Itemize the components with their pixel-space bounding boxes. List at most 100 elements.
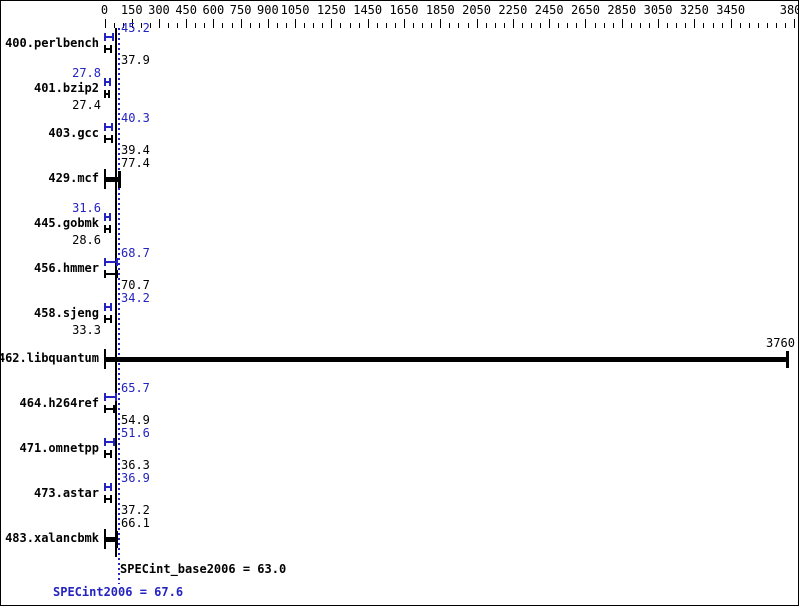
peak-value-label: 65.7 [121, 381, 150, 395]
axis-minor-tick [531, 23, 533, 28]
peak-bar [105, 486, 112, 488]
axis-minor-tick [276, 23, 278, 28]
peak-bar-end-cap [115, 393, 118, 401]
axis-minor-tick [612, 23, 614, 28]
axis-minor-tick [458, 23, 460, 28]
axis-minor-tick [540, 23, 542, 28]
axis-minor-tick [576, 23, 578, 28]
axis-major-tick [186, 19, 188, 28]
axis-tick-label: 2650 [571, 3, 600, 17]
merged-bar [105, 357, 787, 362]
benchmark-label: 401.bzip2 [33, 81, 99, 95]
benchmark-label: 458.sjeng [33, 306, 99, 320]
axis-minor-tick [639, 23, 641, 28]
axis-tick-label: 1650 [389, 3, 419, 17]
benchmark-label: 456.hmmer [33, 261, 99, 275]
axis-minor-tick [385, 23, 387, 28]
axis-minor-tick [785, 23, 787, 28]
axis-major-tick [267, 19, 269, 28]
peak-value-label: 34.2 [121, 291, 150, 305]
axis-tick-label: 600 [202, 3, 225, 17]
axis-major-tick [158, 19, 160, 28]
benchmark-label: 471.omnetpp [19, 441, 99, 455]
peak-value-label: 68.7 [121, 246, 150, 260]
base-value-label: 54.9 [121, 413, 150, 427]
base-bar-end-cap [110, 45, 113, 53]
benchmark-label: 464.h264ref [19, 396, 99, 410]
peak-value-label: 40.3 [121, 111, 150, 125]
axis-major-tick [476, 19, 478, 28]
base-value-label: 36.3 [121, 458, 150, 472]
axis-tick-label: 3450 [716, 3, 746, 17]
peak-value-label: 45.2 [121, 21, 150, 35]
axis-minor-tick [304, 23, 306, 28]
axis-minor-tick [113, 23, 115, 28]
peak-bar [105, 396, 117, 398]
base-bar [105, 318, 111, 320]
peak-bar [105, 126, 112, 128]
merged-value-label: 3760 [766, 336, 795, 350]
axis-minor-tick [449, 23, 451, 28]
axis-major-tick [794, 19, 796, 28]
base-bar-end-cap [108, 90, 111, 98]
axis-minor-tick [122, 23, 124, 28]
axis-major-tick [621, 19, 623, 28]
base-mean-line [115, 28, 117, 557]
base-value-label: 37.2 [121, 503, 150, 517]
axis-minor-tick [503, 23, 505, 28]
bar-end-cap [115, 531, 119, 548]
axis-minor-tick [494, 23, 496, 28]
base-bar-end-cap [113, 405, 116, 413]
peak-value-label: 51.6 [121, 426, 150, 440]
axis-minor-tick [703, 23, 705, 28]
axis-major-tick [213, 19, 215, 28]
axis-tick-label: 450 [175, 3, 198, 17]
base-value-label: 39.4 [121, 143, 150, 157]
base-bar [105, 93, 110, 95]
axis-minor-tick [413, 23, 415, 28]
benchmark-label: 403.gcc [48, 126, 99, 140]
axis-major-tick [104, 19, 106, 28]
axis-minor-tick [394, 23, 396, 28]
axis-major-tick [694, 19, 696, 28]
axis-minor-tick [140, 23, 142, 28]
axis-major-tick [131, 19, 133, 28]
base-value-label: 33.3 [72, 323, 101, 337]
peak-bar [105, 81, 110, 83]
axis-tick-label: 1050 [280, 3, 310, 17]
axis-major-tick [658, 19, 660, 28]
peak-mean-line [118, 28, 120, 584]
footer-base-score: SPECint_base2006 = 63.0 [120, 562, 287, 576]
axis-minor-tick [222, 23, 224, 28]
merged-bar [105, 177, 119, 182]
axis-minor-tick [630, 23, 632, 28]
axis-minor-tick [177, 23, 179, 28]
axis-minor-tick [776, 23, 778, 28]
axis-minor-tick [558, 23, 560, 28]
axis-major-tick [240, 19, 242, 28]
axis-tick-label: 3800 [779, 3, 798, 17]
peak-bar-end-cap [109, 303, 112, 311]
axis-minor-tick [340, 23, 342, 28]
benchmark-label: 400.perlbench [5, 36, 99, 50]
axis-major-tick [331, 19, 333, 28]
axis-tick-label: 150 [120, 3, 143, 17]
peak-bar-end-cap [110, 483, 113, 491]
axis-tick-label: 1450 [353, 3, 383, 17]
axis-major-tick [367, 19, 369, 28]
axis-minor-tick [748, 23, 750, 28]
axis-major-tick [512, 19, 514, 28]
peak-value-label: 36.9 [121, 471, 150, 485]
benchmark-label: 445.gobmk [33, 216, 99, 230]
base-bar-end-cap [108, 225, 111, 233]
axis-minor-tick [422, 23, 424, 28]
base-bar [105, 48, 112, 50]
base-bar-end-cap [110, 450, 113, 458]
axis-minor-tick [712, 23, 714, 28]
axis-minor-tick [467, 23, 469, 28]
axis-minor-tick [485, 23, 487, 28]
axis-minor-tick [721, 23, 723, 28]
base-value-label: 27.4 [72, 98, 101, 112]
axis-minor-tick [766, 23, 768, 28]
axis-minor-tick [204, 23, 206, 28]
